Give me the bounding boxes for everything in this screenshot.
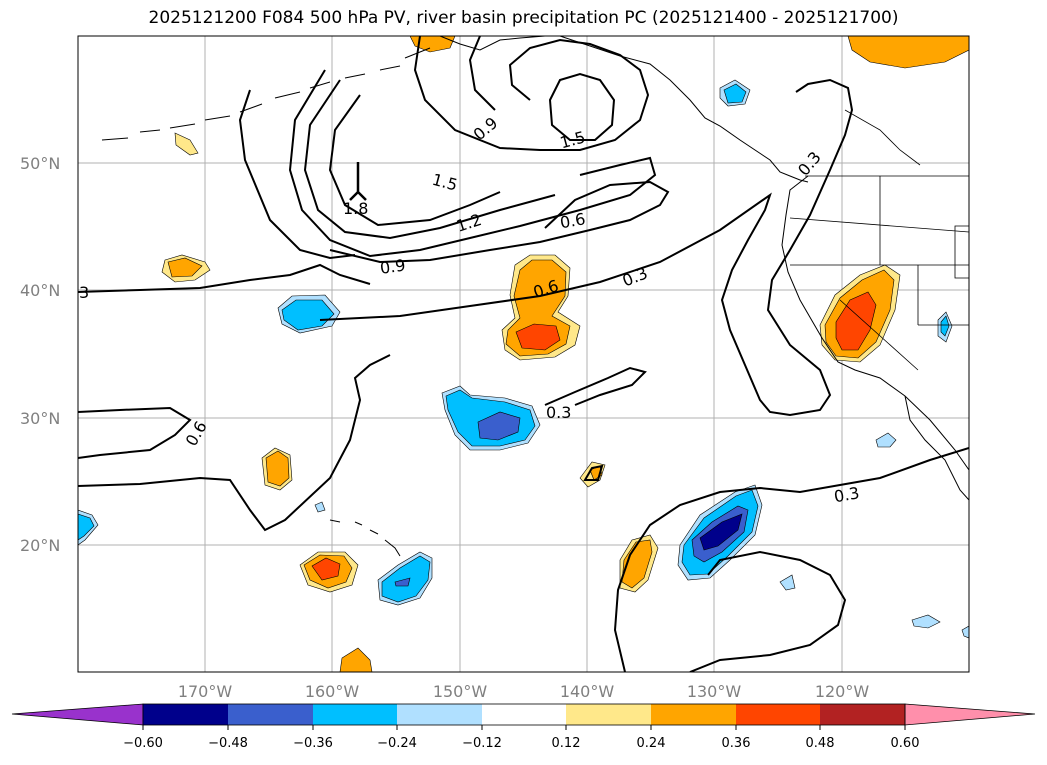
- colorbar-segment: [228, 704, 313, 725]
- contour-label: 0.3: [832, 483, 860, 506]
- aleutian-islands: [101, 47, 431, 141]
- coastlines: [101, 36, 969, 557]
- colorbar-segment: [143, 704, 228, 725]
- lon-label: 130°W: [687, 682, 742, 701]
- pv-contour: [328, 94, 501, 227]
- contour-label: 0.9: [379, 256, 407, 278]
- pv-contour: [548, 72, 616, 141]
- colorbar-tick-label: 0.36: [722, 736, 751, 751]
- longitude-labels: 170°W 160°W 150°W 140°W 130°W 120°W: [178, 682, 870, 701]
- lat-label: 30°N: [20, 409, 60, 428]
- pv-contour: [78, 406, 192, 459]
- colorbar-segment: [11, 703, 144, 726]
- pv-contour: [544, 366, 647, 406]
- pv-contour: [583, 464, 604, 481]
- contour-label: 1.8: [343, 199, 368, 218]
- alaska-coast: [439, 36, 809, 183]
- map-border: [77, 35, 970, 673]
- precip-blob: [78, 513, 95, 541]
- precip-blob: [477, 411, 521, 441]
- precip-blob: [961, 625, 969, 639]
- precip-blob: [311, 557, 341, 581]
- colorbar-segment: [482, 704, 566, 725]
- precip-blob: [835, 291, 877, 351]
- precip-blob: [779, 574, 796, 591]
- latitude-labels: 50°N 40°N 30°N 20°N: [20, 154, 60, 555]
- colorbar-tick-label: 0.60: [891, 736, 920, 751]
- lon-label: 160°W: [305, 682, 360, 701]
- precip-blob: [940, 315, 950, 337]
- pv-contour: [303, 79, 556, 240]
- colorbar-segment: [397, 704, 482, 725]
- pv-contour: [468, 36, 496, 111]
- pv-contour: [613, 447, 969, 672]
- precip-blob: [515, 323, 561, 351]
- contour-label: 3: [79, 283, 89, 302]
- pv-contour: [689, 550, 847, 672]
- colorbar-segment: [904, 703, 1036, 726]
- contour-label: 0.3: [546, 403, 571, 422]
- colorbar-segment: [820, 704, 905, 725]
- lon-label: 170°W: [178, 682, 233, 701]
- colorbar-tick-label: −0.24: [377, 736, 417, 751]
- precip-blob: [723, 83, 747, 104]
- precip-blob: [339, 647, 373, 672]
- map-title: 2025121200 F084 500 hPa PV, river basin …: [148, 8, 899, 28]
- hawaii-islands: [329, 519, 401, 557]
- pv-contour: [319, 78, 854, 417]
- lat-label: 40°N: [20, 281, 60, 300]
- colorbar-tick-label: −0.36: [293, 736, 333, 751]
- pv-contour: [238, 89, 356, 260]
- wind-barb: [349, 162, 367, 201]
- precip-blob: [167, 257, 203, 278]
- colorbar-tick-label: 0.24: [637, 736, 666, 751]
- canada-border: [844, 109, 921, 166]
- lat-label: 50°N: [20, 154, 60, 173]
- colorbar-segment: [651, 704, 736, 725]
- pv-contour: [78, 263, 371, 293]
- pv-contour: [288, 69, 657, 258]
- pv-contours: [78, 36, 969, 672]
- precip-blob: [409, 36, 456, 53]
- lon-label: 140°W: [560, 682, 615, 701]
- precip-blob: [911, 614, 941, 629]
- precip-blob: [875, 432, 897, 448]
- precip-shading: [78, 36, 969, 672]
- colorbar-segment: [313, 704, 397, 725]
- pv-contour: [78, 354, 391, 532]
- precip-blob: [265, 450, 290, 487]
- precip-blob: [394, 577, 411, 587]
- colorbar-tick-label: 0.48: [806, 736, 835, 751]
- lon-label: 150°W: [433, 682, 488, 701]
- colorbar-tick-label: 0.12: [552, 736, 581, 751]
- pv-contour: [329, 180, 670, 264]
- colorbar-segment: [566, 704, 651, 725]
- colorbar-tick-label: −0.12: [462, 736, 502, 751]
- lon-label: 120°W: [815, 682, 870, 701]
- colorbar-tick-label: −0.48: [208, 736, 248, 751]
- precip-blob: [847, 36, 969, 69]
- precip-blob: [174, 132, 199, 156]
- contour-label: 0.6: [558, 209, 586, 232]
- lat-label: 20°N: [20, 536, 60, 555]
- precip-blob: [699, 513, 743, 551]
- us-west-coast: [781, 175, 969, 471]
- state-borders: [789, 176, 969, 371]
- baja-peninsula: [904, 395, 969, 501]
- precip-blob: [314, 501, 326, 513]
- colorbar-segment: [736, 704, 820, 725]
- political-borders: [789, 109, 969, 371]
- colorbar: −0.60 −0.48 −0.36 −0.24 −0.12 0.12 0.24 …: [11, 703, 1036, 751]
- pv-contour: [413, 36, 650, 151]
- colorbar-tick-label: −0.60: [123, 736, 163, 751]
